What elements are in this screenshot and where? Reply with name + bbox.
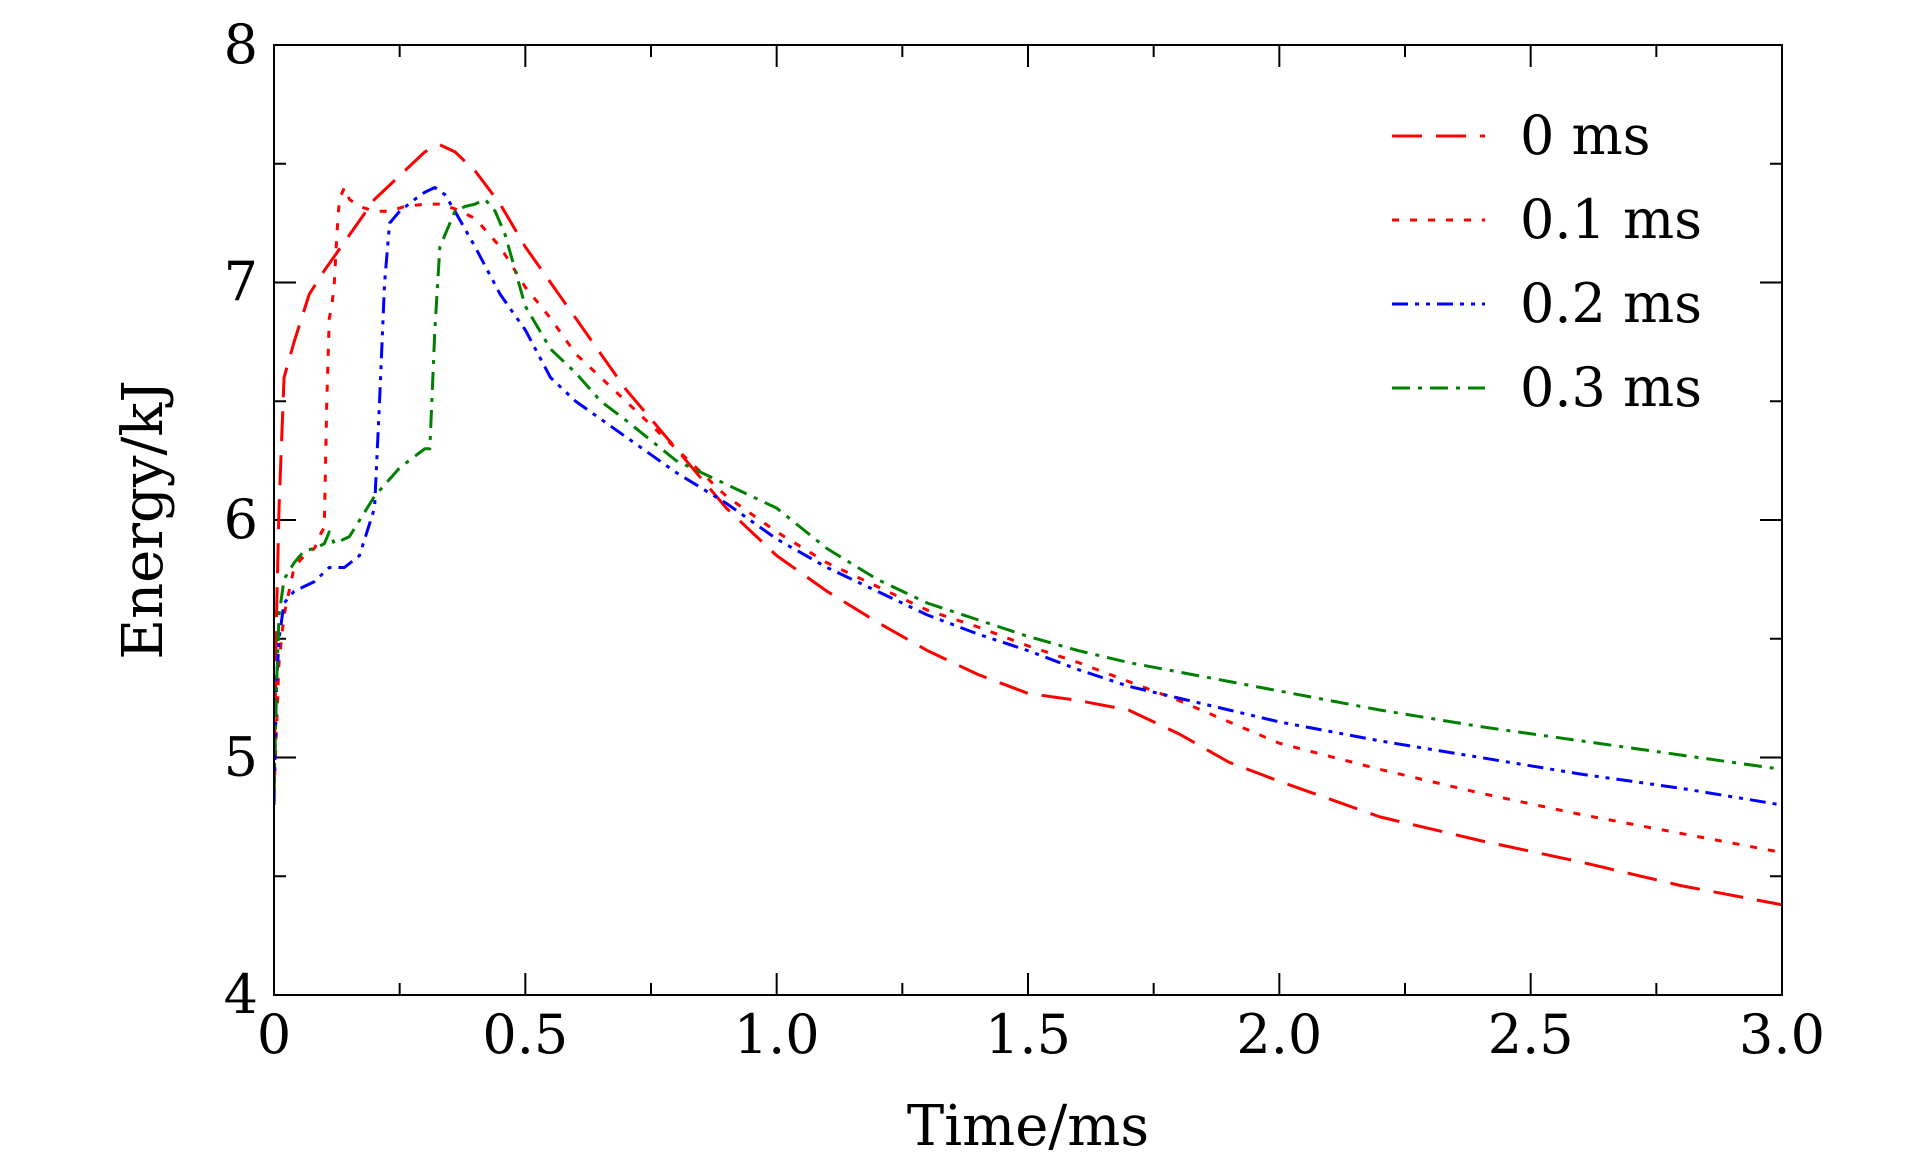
y-tick-label: 5 — [224, 726, 258, 789]
y-tick-label: 8 — [224, 13, 258, 76]
series-line-2 — [274, 186, 1782, 807]
series-lines — [274, 143, 1782, 907]
x-tick-label: 1.0 — [734, 1003, 820, 1066]
x-tick-label: 3.0 — [1739, 1003, 1825, 1066]
x-tick-label: 0 — [257, 1003, 291, 1066]
x-tick-label: 2.5 — [1488, 1003, 1574, 1066]
plot-area-frame — [273, 44, 1783, 996]
legend-label-2: 0.2 ms — [1520, 272, 1702, 335]
series-line-3 — [274, 197, 1782, 794]
series-line-0 — [274, 143, 1782, 907]
x-tick-label: 2.0 — [1236, 1003, 1322, 1066]
series-line-1 — [274, 186, 1782, 854]
legend-label-0: 0 ms — [1520, 104, 1650, 167]
y-tick-label: 7 — [224, 251, 258, 314]
legend-label-1: 0.1 ms — [1520, 188, 1702, 251]
y-tick-label: 6 — [224, 488, 258, 551]
legend-label-3: 0.3 ms — [1520, 356, 1702, 419]
y-axis-title: Energy/kJ — [111, 380, 176, 660]
y-tick-label: 4 — [224, 963, 258, 1026]
x-tick-label: 0.5 — [482, 1003, 568, 1066]
tick-labels: 0 0.5 1.0 1.5 2.0 2.5 3.0 4 5 6 7 8 — [224, 13, 1825, 1066]
x-tick-label: 1.5 — [985, 1003, 1071, 1066]
x-axis-title: Time/ms — [907, 1094, 1149, 1159]
legend: 0 ms 0.1 ms 0.2 ms 0.3 ms — [1392, 104, 1702, 419]
